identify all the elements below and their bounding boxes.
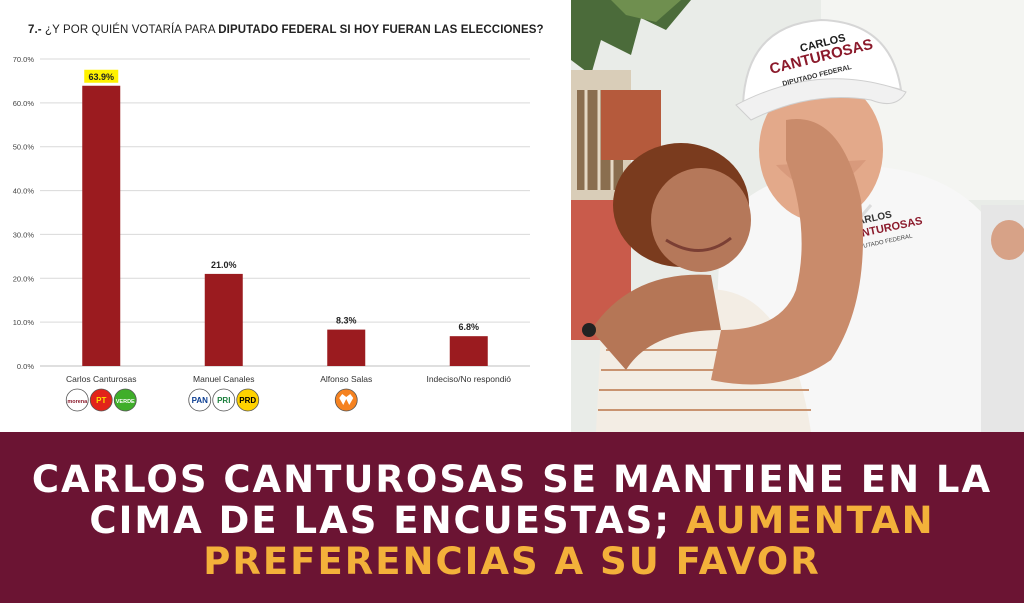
y-tick-label: 0.0%: [17, 362, 34, 371]
headline-banner: CARLOS CANTUROSAS SE MANTIENE EN LA CIMA…: [0, 432, 1024, 603]
svg-text:PRI: PRI: [217, 396, 230, 405]
question-number: 7.-: [28, 24, 42, 36]
value-label: 6.8%: [458, 322, 479, 332]
pan-logo: PAN: [188, 388, 212, 412]
headline-gold-text: AUMENTAN PREFERENCIAS A SU FAVOR: [203, 499, 935, 583]
y-tick-label: 70.0%: [13, 55, 35, 64]
y-tick-label: 60.0%: [13, 99, 35, 108]
y-tick-label: 50.0%: [13, 143, 35, 152]
chart-title: 7.- ¿Y POR QUIÉN VOTARÍA PARA DIPUTADO F…: [28, 24, 544, 36]
bar: [204, 273, 243, 366]
mc-logo: [334, 388, 358, 412]
category-label: Alfonso Salas: [320, 374, 372, 384]
bar: [327, 329, 366, 366]
pri-logo: PRI: [212, 388, 236, 412]
candidate-photo-illustration: CARLOS CANTUROSAS DIPUTADO FEDERAL CARLO…: [571, 0, 1024, 432]
prd-logo: PRD: [236, 388, 260, 412]
y-tick-label: 20.0%: [13, 274, 35, 283]
value-label: 63.9%: [88, 72, 114, 82]
bar: [82, 85, 121, 366]
svg-text:PAN: PAN: [192, 396, 209, 405]
y-tick-label: 30.0%: [13, 230, 35, 239]
category-label: Manuel Canales: [193, 374, 254, 384]
y-tick-label: 10.0%: [13, 318, 35, 327]
question-text: ¿Y POR QUIÉN VOTARÍA PARA: [45, 24, 215, 36]
svg-text:PT: PT: [96, 396, 106, 405]
category-label: Indeciso/No respondió: [426, 374, 511, 384]
svg-text:PRD: PRD: [239, 396, 256, 405]
svg-text:morena: morena: [67, 399, 88, 405]
pvem-logo: VERDE: [113, 388, 137, 412]
value-label-highlight: [84, 69, 119, 83]
headline: CARLOS CANTUROSAS SE MANTIENE EN LA CIMA…: [17, 459, 1007, 582]
bar: [449, 336, 488, 366]
svg-text:VERDE: VERDE: [116, 399, 135, 405]
value-label: 8.3%: [336, 316, 357, 326]
y-tick-label: 40.0%: [13, 187, 35, 196]
pt-logo: PT: [89, 388, 113, 412]
bar-chart: 0.0% 10.0% 20.0% 30.0% 40.0% 50.0% 60.0% 70.0% 6…: [13, 55, 530, 412]
morena-logo: morena: [65, 388, 89, 412]
candidate-photo: CARLOS CANTUROSAS DIPUTADO FEDERAL CARLO…: [571, 0, 1024, 432]
value-label: 21.0%: [211, 260, 237, 270]
headline-white-text: CARLOS CANTUROSAS SE MANTIENE EN LA CIMA…: [31, 458, 993, 542]
category-label: Carlos Canturosas: [66, 374, 136, 384]
question-emphasis: DIPUTADO FEDERAL SI HOY FUERAN LAS ELECC…: [218, 24, 544, 36]
chart-panel: 7.- ¿Y POR QUIÉN VOTARÍA PARA DIPUTADO F…: [0, 0, 571, 432]
